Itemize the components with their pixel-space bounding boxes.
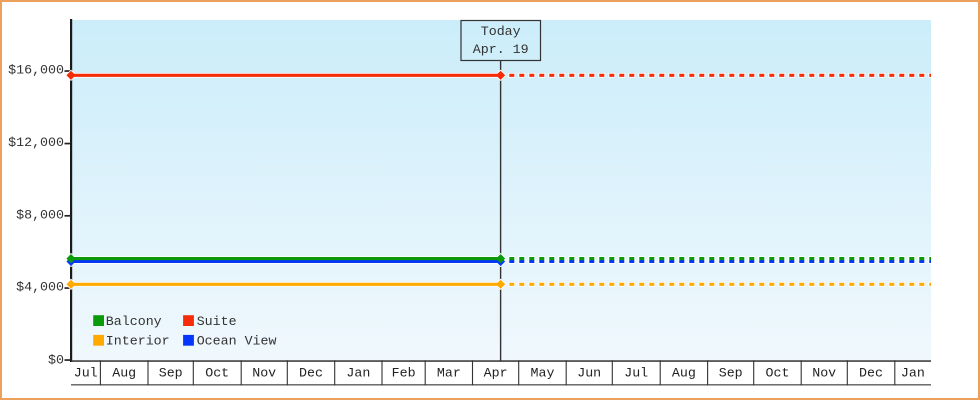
svg-text:Oct: Oct xyxy=(766,365,790,380)
svg-text:Apr: Apr xyxy=(484,365,508,380)
svg-text:Suite: Suite xyxy=(197,314,237,329)
svg-text:Jan: Jan xyxy=(901,365,925,380)
svg-text:Dec: Dec xyxy=(859,365,883,380)
svg-text:Balcony: Balcony xyxy=(106,314,162,329)
svg-text:$12,000: $12,000 xyxy=(8,135,64,150)
svg-text:Nov: Nov xyxy=(252,365,276,380)
svg-text:May: May xyxy=(531,365,555,380)
svg-text:Jun: Jun xyxy=(577,365,601,380)
svg-text:Jan: Jan xyxy=(346,365,370,380)
svg-text:$4,000: $4,000 xyxy=(16,280,64,295)
svg-text:Today: Today xyxy=(481,24,521,39)
svg-text:Oct: Oct xyxy=(205,365,229,380)
svg-text:Interior: Interior xyxy=(106,334,170,349)
svg-text:Aug: Aug xyxy=(672,365,696,380)
svg-text:Feb: Feb xyxy=(392,365,416,380)
svg-text:Aug: Aug xyxy=(112,365,136,380)
svg-text:Dec: Dec xyxy=(299,365,323,380)
svg-text:Jul: Jul xyxy=(624,365,648,380)
svg-text:$0: $0 xyxy=(48,353,64,368)
svg-text:Nov: Nov xyxy=(812,365,836,380)
svg-text:Mar: Mar xyxy=(437,365,461,380)
svg-text:Apr. 19: Apr. 19 xyxy=(473,42,529,57)
svg-text:Sep: Sep xyxy=(159,365,183,380)
svg-text:$16,000: $16,000 xyxy=(8,63,64,78)
svg-text:Sep: Sep xyxy=(719,365,743,380)
svg-text:$8,000: $8,000 xyxy=(16,207,64,222)
svg-text:Jul: Jul xyxy=(74,365,98,380)
svg-text:Ocean View: Ocean View xyxy=(197,334,277,349)
